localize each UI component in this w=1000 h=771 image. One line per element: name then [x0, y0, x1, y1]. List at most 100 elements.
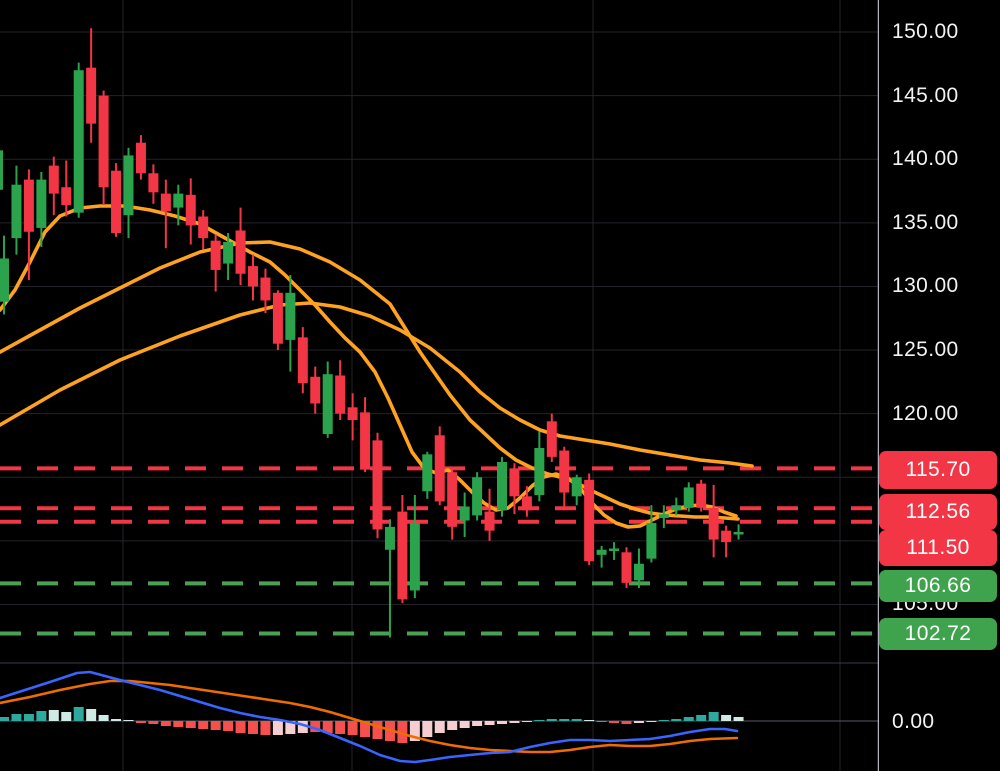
- candle-body: [671, 505, 682, 511]
- macd-histogram-bar: [272, 721, 283, 735]
- macd-histogram-bar: [335, 721, 346, 734]
- candle-body: [248, 266, 258, 287]
- candle-body: [223, 241, 234, 264]
- y-axis-label-135.00: 135.00: [892, 210, 959, 234]
- candle-body: [148, 173, 159, 193]
- macd-histogram-bar: [0, 717, 9, 721]
- macd-histogram-bar: [708, 712, 719, 721]
- candle-body: [559, 450, 570, 493]
- candle-body: [111, 170, 122, 234]
- macd-histogram-bar: [596, 721, 607, 722]
- macd-histogram-bar: [447, 721, 458, 730]
- candle-body: [571, 477, 582, 497]
- candle-body: [285, 292, 296, 340]
- macd-histogram-bar: [721, 715, 732, 721]
- candle-body: [609, 548, 620, 552]
- price-badge-111.50: 111.50: [879, 530, 997, 566]
- candle-body: [235, 230, 246, 274]
- macd-histogram-bar: [609, 721, 620, 723]
- candle-body: [384, 526, 395, 550]
- candle-body: [260, 277, 271, 301]
- ma-slow-line: [0, 301, 754, 468]
- candle-body: [658, 514, 669, 518]
- candle-body: [484, 511, 495, 531]
- candle-body: [0, 150, 3, 190]
- candle-body: [210, 240, 221, 270]
- candle-body: [434, 435, 445, 502]
- macd-histogram-bar: [185, 721, 196, 728]
- macd-histogram-bar: [285, 721, 296, 734]
- candle-body: [98, 95, 109, 188]
- macd-histogram-bar: [160, 721, 171, 726]
- y-axis-label-145.00: 145.00: [892, 83, 959, 107]
- candle-body: [372, 440, 383, 530]
- macd-histogram-bar: [646, 721, 657, 722]
- candle-body: [185, 194, 196, 226]
- candle-body: [198, 216, 209, 239]
- candle-body: [335, 375, 346, 414]
- candle-body: [397, 511, 408, 600]
- candle-body: [708, 507, 719, 540]
- candle-body: [646, 523, 657, 559]
- macd-histogram-bar: [11, 714, 22, 721]
- macd-histogram-bar: [23, 714, 34, 721]
- macd-signal-line: [0, 679, 739, 754]
- candle-body: [683, 487, 694, 508]
- candle-body: [596, 549, 607, 555]
- candle-body: [360, 412, 371, 470]
- y-axis-label-150.00: 150.00: [892, 20, 959, 44]
- price-axis[interactable]: 0.00 150.00 145.00 140.00 135.00 130.00 125.0…: [879, 0, 1000, 771]
- candle-body: [584, 479, 595, 562]
- y-axis-label-140.00: 140.00: [892, 147, 959, 171]
- macd-histogram-bar: [621, 721, 632, 724]
- candle-body: [272, 292, 283, 344]
- candle-body: [472, 477, 483, 516]
- macd-histogram-bar: [123, 720, 134, 721]
- macd-histogram-bar: [671, 719, 682, 721]
- macd-histogram-bar: [497, 721, 507, 724]
- macd-histogram-bar: [658, 720, 669, 721]
- macd-histogram-bar: [148, 721, 159, 724]
- macd-histogram-bar: [36, 711, 47, 721]
- macd-histogram-bar: [73, 707, 84, 721]
- macd-histogram-bar: [173, 721, 184, 727]
- candle-body: [123, 155, 134, 216]
- candle-body: [173, 193, 184, 208]
- macd-histogram-bar: [633, 721, 644, 723]
- candle-body: [135, 142, 146, 174]
- candle-body: [310, 376, 321, 404]
- macd-histogram-bar: [360, 721, 371, 737]
- candle-body: [36, 179, 47, 228]
- macd-histogram-bar: [584, 720, 595, 721]
- macd-histogram-bar: [310, 721, 321, 732]
- candle-body: [546, 421, 557, 457]
- macd-histogram-bar: [559, 719, 570, 721]
- macd-histogram-bar: [248, 721, 258, 734]
- macd-histogram-bar: [223, 721, 234, 731]
- candle-body: [633, 563, 644, 581]
- candle-body: [696, 483, 707, 508]
- macd-histogram-bar: [696, 715, 707, 721]
- candle-body: [447, 472, 458, 527]
- macd-histogram-bar: [86, 709, 97, 721]
- macd-histogram-bar: [422, 721, 433, 737]
- macd-histogram-bar: [409, 721, 420, 741]
- macd-main-line: [0, 670, 739, 764]
- macd-histogram-bar: [61, 712, 72, 721]
- price-badge-102.72: 102.72: [879, 618, 997, 650]
- macd-histogram-bar: [98, 715, 109, 721]
- macd-histogram-bar: [210, 721, 221, 730]
- price-badge-112.56: 112.56: [879, 494, 997, 530]
- candle-body: [422, 454, 433, 492]
- macd-histogram-bar: [733, 717, 744, 721]
- candle-body: [86, 67, 97, 124]
- macd-histogram-bar: [546, 719, 557, 721]
- candle-body: [23, 179, 34, 232]
- macd-histogram-bar: [472, 721, 483, 726]
- macd-histogram-bar: [459, 721, 470, 728]
- macd-histogram-bar: [434, 721, 445, 733]
- y-axis-label-120.00: 120.00: [892, 401, 959, 425]
